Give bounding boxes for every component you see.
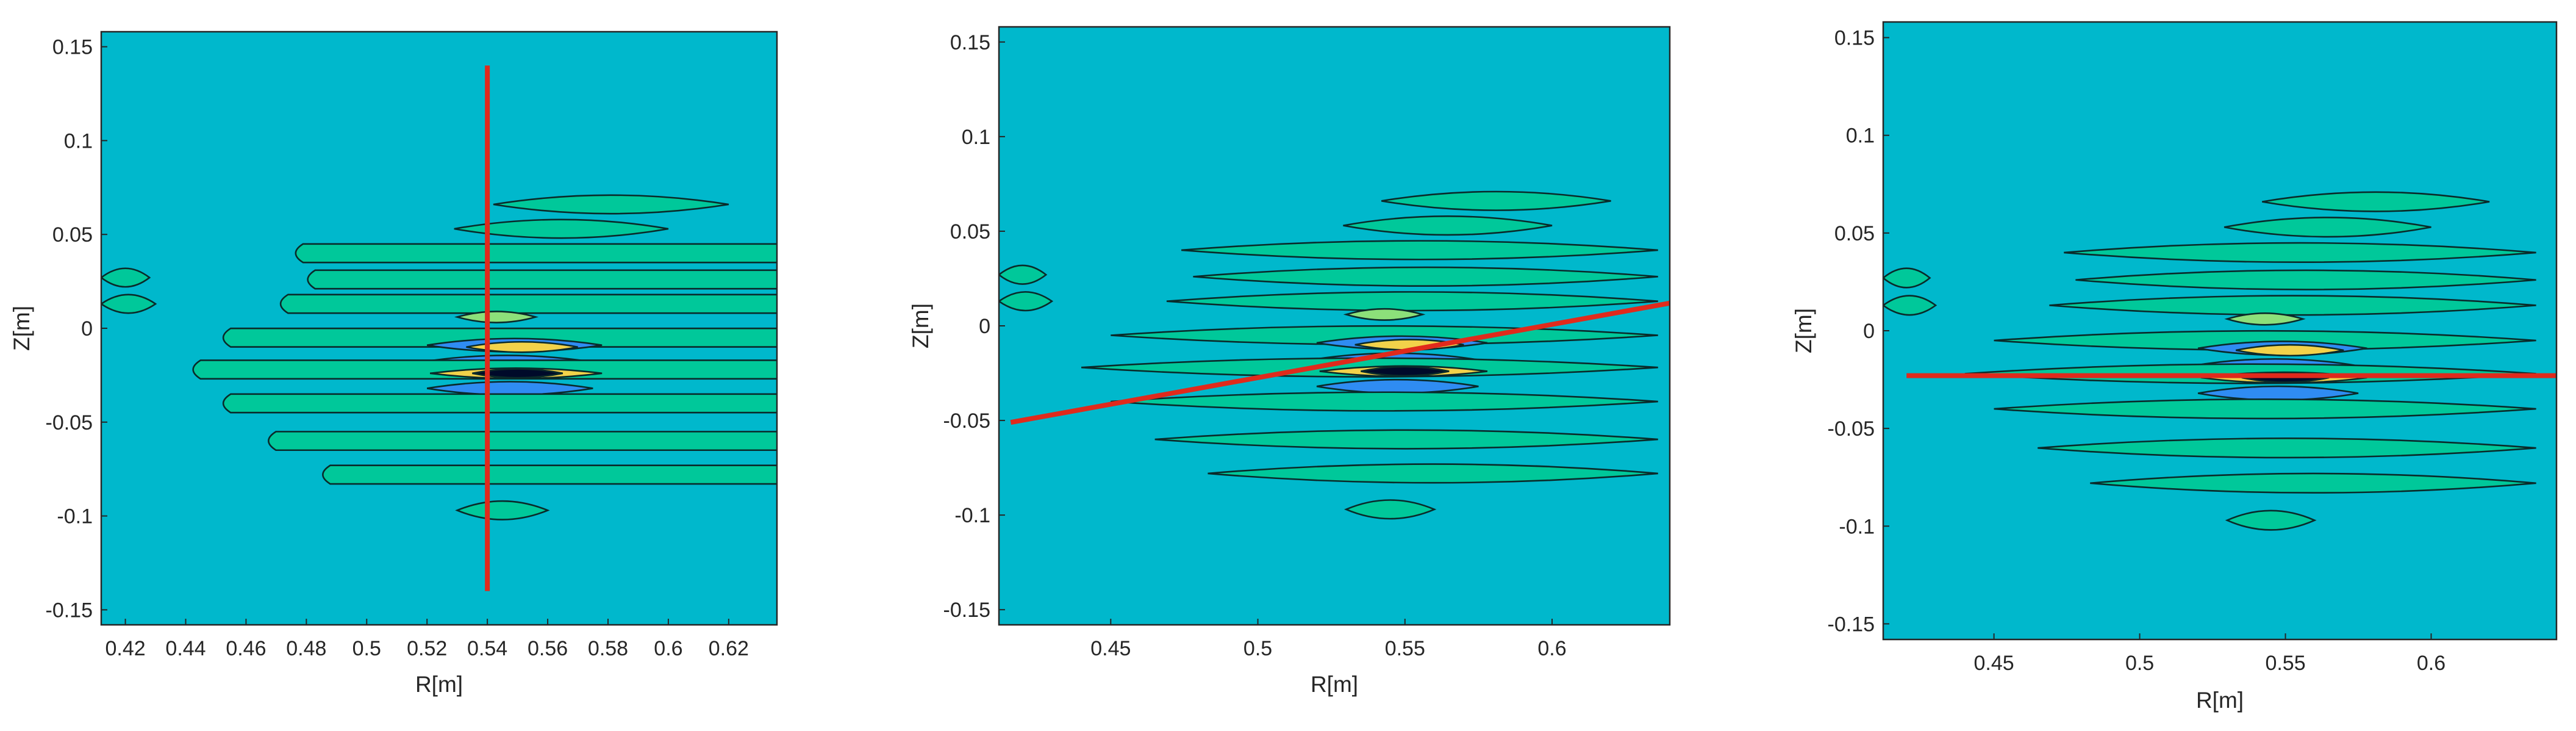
contour-band xyxy=(322,464,777,485)
y-tick-label: -0.15 xyxy=(46,599,93,622)
contour-band xyxy=(268,431,777,452)
y-tick-label: -0.1 xyxy=(954,504,990,527)
contour-band xyxy=(1994,398,2536,420)
contour-band xyxy=(2038,438,2536,459)
x-tick-label: 0.6 xyxy=(2417,652,2445,675)
contour-band xyxy=(454,311,539,323)
contour-band xyxy=(2049,295,2536,316)
contour-band xyxy=(1343,215,1553,236)
x-tick-label: 0.5 xyxy=(2125,652,2154,675)
y-tick-label: -0.15 xyxy=(943,599,991,622)
panel-oblique-cut-ylabel: Z[m] xyxy=(908,303,933,348)
x-tick-label: 0.52 xyxy=(407,637,447,660)
y-tick-label: 0.1 xyxy=(1846,124,1875,148)
contour-band xyxy=(1381,190,1611,211)
x-tick-label: 0.56 xyxy=(528,637,568,660)
contour-band xyxy=(307,269,777,290)
contour-band xyxy=(222,393,777,414)
contour-band xyxy=(493,194,729,215)
x-tick-label: 0.45 xyxy=(1974,652,2014,675)
y-tick-label: 0.05 xyxy=(52,223,93,247)
y-tick-label: 0.15 xyxy=(1834,27,1875,50)
contour-band xyxy=(999,291,1054,312)
contour-band xyxy=(1883,295,1937,316)
panel-vertical-cut-ylabel: Z[m] xyxy=(9,306,34,351)
x-tick-label: 0.55 xyxy=(2265,652,2305,675)
contour-band xyxy=(295,243,777,264)
panel-vertical-cut: 0.42 0.44 0.46 0.48 0.5 0.52 0.54 0.56 0.58 0.6 0.… xyxy=(9,31,778,697)
contour-band xyxy=(2224,217,2431,238)
x-tick-label: 0.42 xyxy=(105,637,145,660)
panel-vertical-cut-xlabel: R[m] xyxy=(415,672,463,697)
x-tick-label: 0.5 xyxy=(1243,637,1272,660)
x-tick-label: 0.5 xyxy=(352,637,381,660)
x-tick-label: 0.55 xyxy=(1385,637,1425,660)
contour-band xyxy=(466,340,578,353)
panel-vertical-cut-field xyxy=(101,194,777,520)
contour-band xyxy=(2236,344,2344,357)
contour-band xyxy=(999,264,1048,285)
y-tick-label: -0.1 xyxy=(1839,515,1875,538)
panel-horizontal-cut-xlabel: R[m] xyxy=(2196,688,2244,713)
contour-band xyxy=(1154,429,1658,450)
y-tick-label: 0.1 xyxy=(64,129,93,153)
y-tick-label: -0.05 xyxy=(943,409,991,433)
y-tick-label: 0.15 xyxy=(950,31,990,54)
x-tick-label: 0.48 xyxy=(286,637,326,660)
contour-band xyxy=(2064,242,2536,264)
panel-oblique-cut: 0.45 0.5 0.55 0.6 0.15 0.1 0.05 0 -0.05 -0.1 -0.15… xyxy=(908,26,1671,697)
y-tick-label: 0.05 xyxy=(1834,222,1875,245)
panel-horizontal-cut-ylabel: Z[m] xyxy=(1791,308,1816,353)
contour-band xyxy=(101,267,151,288)
contour-band xyxy=(1343,308,1426,321)
x-tick-label: 0.62 xyxy=(709,637,749,660)
y-tick-label: 0.05 xyxy=(950,220,990,243)
contour-band xyxy=(279,293,777,314)
contour-band xyxy=(1994,329,2536,351)
contour-band xyxy=(1343,499,1437,520)
panel-horizontal-cut: 0.45 0.5 0.55 0.6 0.15 0.1 0.05 0 -0.05 -0.1 -0.15… xyxy=(1791,21,2558,713)
x-tick-label: 0.6 xyxy=(1537,637,1566,660)
cut-line xyxy=(1010,300,1670,425)
y-tick-label: 0 xyxy=(1863,320,1875,343)
contour-band xyxy=(2262,191,2490,212)
panel-horizontal-cut-field xyxy=(1883,191,2536,531)
contour-band xyxy=(1883,267,1931,289)
x-tick-label: 0.44 xyxy=(165,637,206,660)
contour-band xyxy=(2075,269,2536,290)
contour-band xyxy=(1111,391,1658,412)
contour-band xyxy=(1193,266,1658,287)
x-tick-label: 0.58 xyxy=(588,637,628,660)
contour-band xyxy=(2225,510,2317,531)
x-tick-label: 0.45 xyxy=(1090,637,1131,660)
x-tick-label: 0.46 xyxy=(226,637,266,660)
y-tick-label: 0.1 xyxy=(962,126,990,149)
y-tick-label: 0 xyxy=(81,317,93,340)
contour-band xyxy=(1361,366,1450,377)
y-tick-label: -0.05 xyxy=(46,411,93,434)
contour-band xyxy=(101,293,157,314)
contour-band xyxy=(454,218,669,239)
y-tick-label: -0.05 xyxy=(1828,417,1875,441)
panel-oblique-cut-field xyxy=(999,190,1658,520)
y-tick-label: 0.15 xyxy=(52,36,93,59)
x-tick-label: 0.6 xyxy=(654,637,682,660)
y-tick-label: 0 xyxy=(979,315,990,338)
contour-band xyxy=(1208,463,1658,484)
y-tick-label: -0.15 xyxy=(1828,613,1875,636)
contour-band xyxy=(472,368,564,379)
panel-oblique-cut-xlabel: R[m] xyxy=(1311,672,1358,697)
contour-band xyxy=(222,327,777,348)
x-tick-label: 0.54 xyxy=(467,637,507,660)
contour-band xyxy=(2090,472,2536,494)
contour-band xyxy=(1166,291,1658,312)
y-tick-label: -0.1 xyxy=(57,505,93,528)
contour-band xyxy=(2224,312,2306,326)
contour-band xyxy=(1181,240,1658,261)
